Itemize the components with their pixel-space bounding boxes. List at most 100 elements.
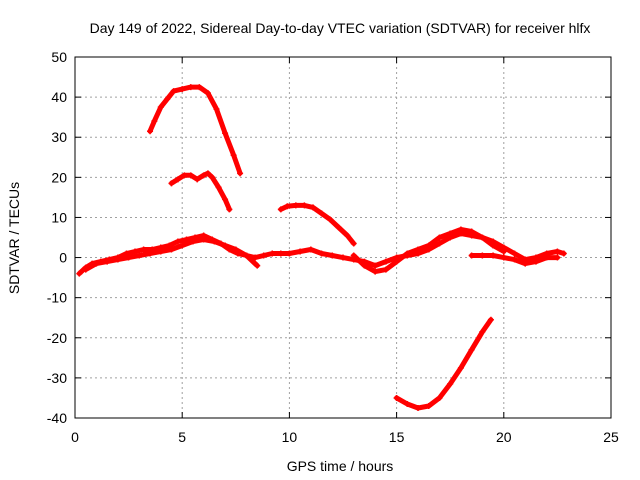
data-point [490,252,497,259]
x-tick-label: 20 [496,429,512,445]
data-point [329,252,336,259]
data-point [187,172,194,179]
data-point [415,246,422,253]
data-point [468,252,475,259]
x-tick-label: 15 [389,429,405,445]
data-point [292,202,299,209]
data-point [174,238,181,245]
data-point [93,260,100,267]
data-point [284,203,291,210]
data-point [222,196,229,203]
y-tick-label: -30 [47,370,67,386]
y-tick-label: 10 [51,209,67,225]
data-point [213,106,220,113]
data-point [350,240,357,247]
data-point [393,258,400,265]
data-point [226,206,233,213]
data-point [194,176,201,183]
data-point [393,394,400,401]
data-point [125,254,132,261]
data-point [404,400,411,407]
x-tick-label: 25 [603,429,619,445]
data-point [457,226,464,233]
data-point [307,246,314,253]
data-point [286,250,293,257]
data-point [147,250,154,257]
x-tick-label: 0 [71,429,79,445]
y-tick-label: 40 [51,89,67,105]
data-point [436,234,443,241]
data-point [222,130,229,137]
data-point [309,204,316,211]
data-point [168,246,175,253]
y-tick-label: 20 [51,169,67,185]
data-point [372,268,379,275]
data-point [500,248,507,255]
data-point [179,242,186,249]
data-point [230,152,237,159]
data-point [269,250,276,257]
data-point [164,96,171,103]
data-point [237,170,244,177]
plot-frame [74,56,612,419]
data-point [301,202,308,209]
grid-lines [75,57,611,418]
data-point [382,258,389,265]
data-point [425,242,432,249]
data-point [554,248,561,255]
data-point [215,184,222,191]
data-point [490,242,497,249]
data-point [554,254,561,261]
data-point [560,250,567,257]
data-point [157,104,164,111]
data-point [187,84,194,91]
data-point [340,254,346,261]
data-point [404,250,411,257]
y-tick-label: -20 [47,330,67,346]
data-point [168,180,175,187]
data-point [500,254,507,261]
data-point [297,248,304,255]
data-point [114,256,121,263]
data-point [350,252,357,259]
series-line-arc-dip-neg [394,317,494,411]
data-point [447,380,454,387]
data-point [76,270,83,277]
data-point [468,228,475,235]
data-point [254,262,261,269]
y-axis-ticks: -40 -30 -20 -10 0 10 20 30 40 50 [47,49,611,426]
data-point [335,224,342,231]
data-point [277,250,284,257]
y-tick-label: 0 [59,250,67,266]
data-point [151,118,158,125]
x-tick-label: 5 [178,429,186,445]
data-point [82,266,89,273]
data-point [522,260,529,267]
data-point [200,236,207,243]
data-point [468,346,475,353]
x-axis-ticks: 0 5 10 15 20 25 [71,57,619,445]
data-point [382,266,389,273]
data-point [204,170,211,177]
data-series [76,84,567,411]
data-point [344,232,351,239]
data-point [511,250,518,257]
data-point [361,262,368,269]
x-tick-label: 10 [282,429,298,445]
data-point [436,394,443,401]
data-point [447,230,454,237]
y-tick-label: -40 [47,410,67,426]
data-point [132,248,139,255]
y-tick-label: -10 [47,290,67,306]
y-tick-label: 30 [51,129,67,145]
data-point [179,86,186,93]
data-point [252,254,259,261]
data-point [318,250,325,257]
x-axis-label: GPS time / hours [287,458,394,474]
data-point [543,254,550,261]
data-point [243,252,250,259]
data-point [181,172,188,179]
series-line-arc-10 [278,202,357,246]
data-point [532,258,539,265]
